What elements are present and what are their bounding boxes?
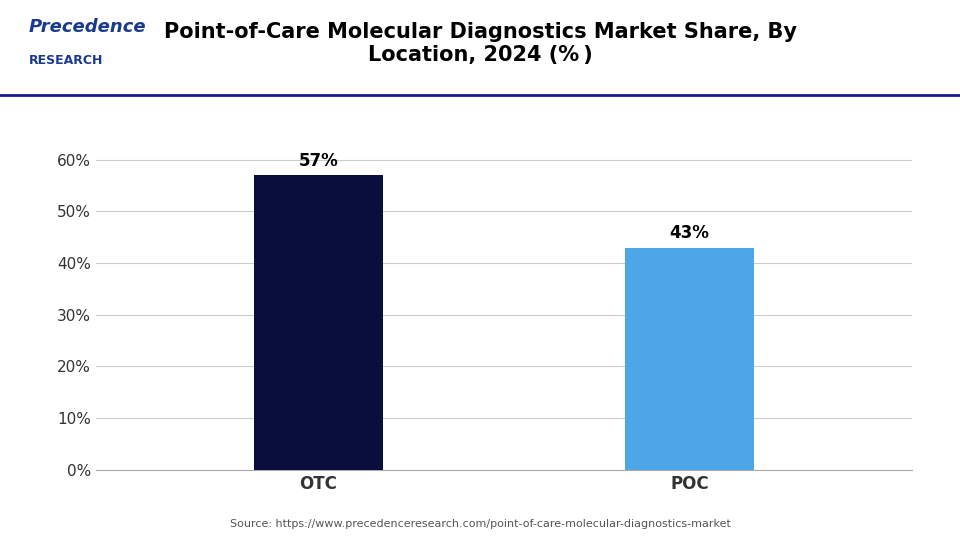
Bar — [625, 247, 755, 470]
Bar — [253, 175, 383, 470]
Text: Precedence: Precedence — [29, 18, 147, 36]
Text: Point-of-Care Molecular Diagnostics Market Share, By
Location, 2024 (% ): Point-of-Care Molecular Diagnostics Mark… — [163, 22, 797, 65]
Text: Source: https://www.precedenceresearch.com/point-of-care-molecular-diagnostics-m: Source: https://www.precedenceresearch.c… — [229, 519, 731, 529]
Text: 43%: 43% — [669, 225, 709, 242]
Text: 57%: 57% — [299, 152, 339, 170]
Text: RESEARCH: RESEARCH — [29, 54, 103, 67]
